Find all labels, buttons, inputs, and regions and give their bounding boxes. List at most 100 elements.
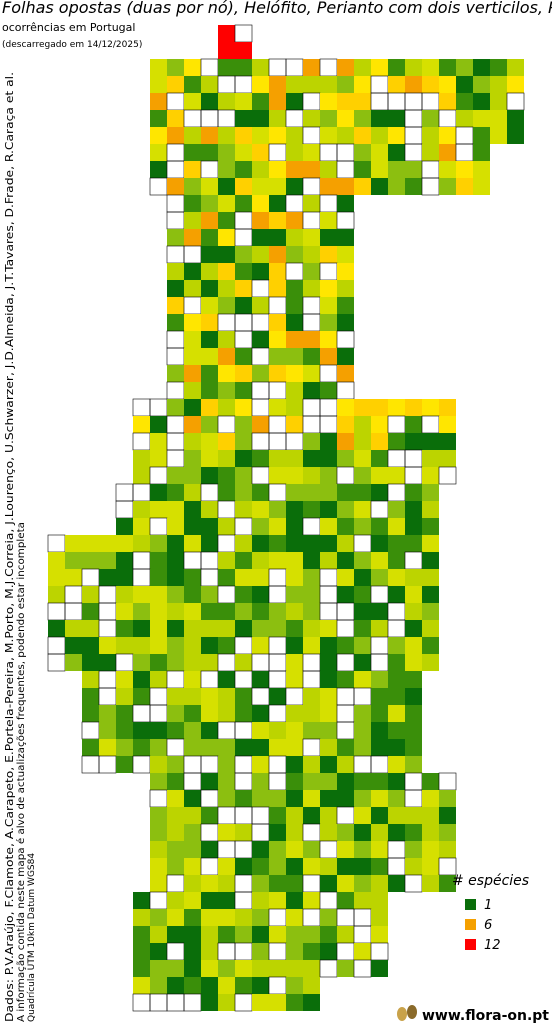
empty-cell [370,755,389,774]
occupied-cell [218,739,235,756]
occupied-cell [269,280,286,297]
empty-cell [336,653,355,672]
occupied-cell [303,586,320,603]
empty-cell [302,823,321,842]
occupied-cell [422,433,439,450]
occupied-cell [235,909,252,926]
occupied-cell [439,93,456,110]
occupied-cell [371,569,388,586]
empty-cell [47,653,66,672]
empty-cell [319,840,338,859]
occupied-cell [133,620,150,637]
occupied-cell [286,297,303,314]
empty-cell [404,126,423,145]
occupied-cell [439,127,456,144]
occupied-cell [439,399,456,416]
occupied-cell [167,501,184,518]
empty-cell [302,517,321,536]
empty-cell [319,585,338,604]
occupied-cell [388,722,405,739]
empty-cell [268,381,287,400]
occupied-cell [286,960,303,977]
occupied-cell [303,773,320,790]
occupied-cell [269,399,286,416]
occupied-cell [286,76,303,93]
occupied-cell [48,569,65,586]
empty-cell [200,160,219,179]
empty-cell [268,483,287,502]
occupied-cell [303,977,320,994]
occupied-cell [405,433,422,450]
occupied-cell [201,178,218,195]
occupied-cell [303,603,320,620]
occupied-cell [150,875,167,892]
occupied-cell [354,892,371,909]
occupied-cell [320,331,337,348]
occupied-cell [388,654,405,671]
occupied-cell [405,705,422,722]
occupied-cell [201,518,218,535]
empty-cell [166,211,185,230]
occupied-cell [184,535,201,552]
occupied-cell [422,603,439,620]
occupied-cell [184,195,201,212]
occupied-cell [235,858,252,875]
occupied-cell [252,501,269,518]
occupied-cell [167,127,184,144]
empty-cell [268,58,287,77]
occupied-cell [405,807,422,824]
occupied-cell [252,297,269,314]
empty-cell [268,415,287,434]
occupied-cell [303,144,320,161]
occupied-cell [218,433,235,450]
occupied-cell [286,450,303,467]
occupied-cell [116,637,133,654]
occupied-cell [150,909,167,926]
occupied-cell [184,909,201,926]
site-url[interactable]: www.flora-on.pt [422,1008,549,1024]
occupied-cell [286,790,303,807]
occupied-cell [439,161,456,178]
occupied-cell [116,705,133,722]
occupied-cell [269,93,286,110]
occupied-cell [235,654,252,671]
empty-cell [404,551,423,570]
occupied-cell [303,365,320,382]
empty-cell [251,313,270,332]
empty-cell [132,483,151,502]
occupied-cell [167,59,184,76]
occupied-cell [150,620,167,637]
occupied-cell [337,892,354,909]
occupied-cell [133,450,150,467]
occupied-cell [201,960,218,977]
occupied-cell [235,586,252,603]
occupied-cell [184,790,201,807]
occupied-cell [337,501,354,518]
occupied-cell [388,76,405,93]
occupied-cell [269,518,286,535]
occupied-cell [507,110,524,127]
occupied-cell [116,603,133,620]
occupied-cell [422,450,439,467]
empty-cell [336,806,355,825]
occupied-cell [286,229,303,246]
logo-leaf [397,1007,407,1021]
empty-cell [166,194,185,213]
empty-cell [234,874,253,893]
empty-cell [217,721,236,740]
occupied-cell [354,127,371,144]
occupied-cell [252,569,269,586]
occupied-cell [303,280,320,297]
empty-cell [268,755,287,774]
occupied-cell [201,76,218,93]
occupied-cell [422,144,439,161]
occupied-cell [150,76,167,93]
occupied-cell [218,178,235,195]
occupied-cell [371,722,388,739]
occupied-cell [337,535,354,552]
empty-cell [404,449,423,468]
empty-cell [319,143,338,162]
occupied-cell [388,637,405,654]
occupied-cell [235,960,252,977]
occupied-cell [235,433,252,450]
